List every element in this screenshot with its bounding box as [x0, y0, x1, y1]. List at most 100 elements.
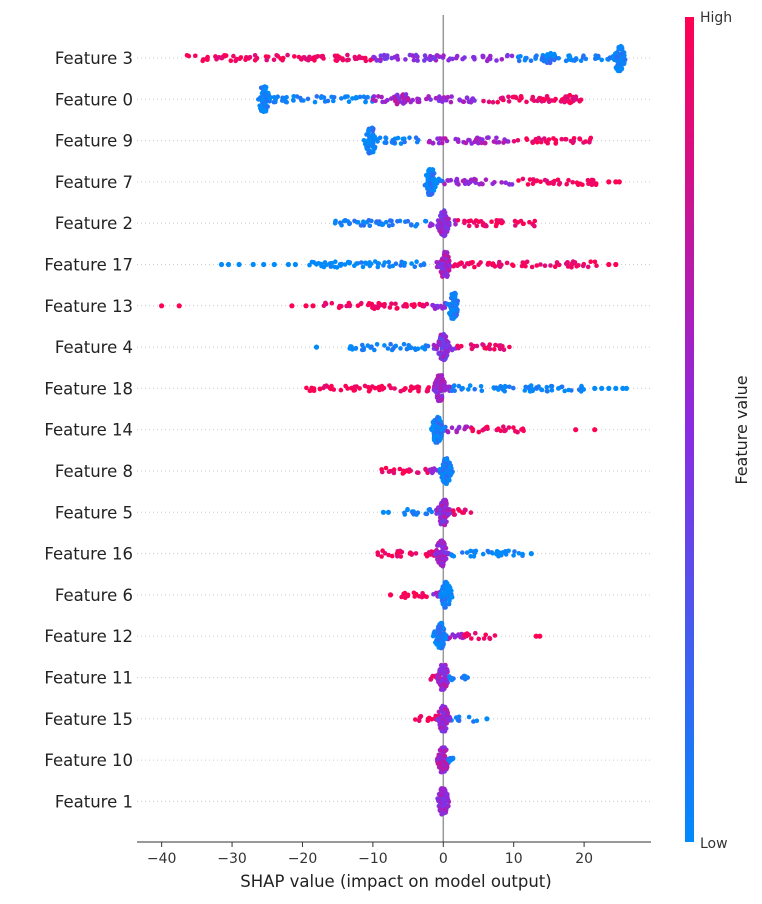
point	[592, 259, 598, 265]
point	[416, 97, 422, 102]
point	[416, 718, 422, 724]
feature-label-feature-12: Feature 12	[44, 627, 133, 646]
point	[267, 96, 273, 101]
series-feature-3	[184, 43, 628, 74]
point	[449, 292, 455, 297]
point	[443, 683, 449, 689]
point	[438, 303, 444, 309]
point	[468, 554, 474, 559]
point	[430, 172, 436, 178]
point	[395, 92, 400, 98]
point	[389, 301, 394, 307]
feature-label-feature-15: Feature 15	[44, 710, 133, 729]
point	[289, 303, 295, 309]
point	[499, 180, 504, 185]
point	[460, 178, 466, 184]
point	[385, 346, 391, 351]
point	[621, 61, 627, 66]
point	[569, 265, 574, 270]
point	[471, 55, 477, 60]
point	[548, 50, 553, 56]
point	[159, 303, 165, 309]
point	[499, 220, 505, 226]
point	[587, 140, 592, 145]
point	[467, 138, 472, 143]
point	[390, 346, 396, 352]
point	[435, 761, 441, 766]
point	[367, 223, 373, 229]
point	[415, 346, 421, 352]
point	[448, 99, 454, 105]
point	[345, 259, 351, 265]
series-feature-1	[435, 786, 452, 817]
x-axis: −40 −30 −20 −10 0 10 20	[137, 841, 651, 867]
feature-label-feature-10: Feature 10	[44, 751, 133, 770]
point	[613, 385, 619, 391]
point	[440, 669, 446, 675]
point	[455, 218, 461, 223]
point	[420, 591, 425, 596]
point	[501, 347, 507, 353]
point	[444, 679, 450, 685]
point	[410, 97, 416, 103]
point	[520, 426, 526, 432]
point	[441, 212, 446, 218]
point	[379, 467, 384, 472]
point	[452, 634, 458, 640]
point	[449, 425, 455, 431]
point	[317, 386, 323, 392]
point	[456, 345, 461, 351]
point	[365, 144, 370, 149]
point	[370, 97, 376, 102]
point	[441, 799, 446, 805]
point	[435, 224, 441, 229]
point	[386, 223, 392, 229]
point	[441, 514, 447, 519]
point	[386, 552, 391, 558]
point	[507, 182, 512, 187]
point	[464, 633, 469, 639]
point	[580, 55, 586, 60]
point	[512, 549, 517, 554]
point	[262, 108, 268, 113]
point	[429, 509, 435, 515]
point	[447, 310, 452, 316]
point	[380, 222, 386, 227]
point	[506, 425, 512, 430]
point	[511, 139, 517, 144]
point	[441, 711, 446, 716]
point	[474, 718, 480, 724]
point	[238, 55, 244, 60]
point	[383, 465, 389, 471]
point	[441, 269, 447, 275]
colorbar-title: Feature value	[732, 375, 751, 484]
point	[460, 385, 466, 391]
point	[361, 138, 367, 143]
point	[462, 220, 467, 226]
point	[176, 303, 182, 309]
point	[422, 53, 428, 58]
point	[383, 219, 389, 225]
point	[534, 263, 540, 268]
point	[388, 385, 394, 391]
point	[442, 748, 448, 754]
point	[503, 180, 509, 185]
point	[354, 95, 360, 101]
feature-label-feature-3: Feature 3	[55, 49, 133, 68]
point	[577, 137, 583, 142]
point	[466, 223, 472, 229]
point	[429, 427, 434, 433]
point	[444, 342, 450, 348]
point	[441, 642, 446, 648]
point	[444, 250, 450, 256]
point	[403, 386, 408, 391]
point	[576, 263, 581, 268]
point	[442, 229, 448, 235]
point	[447, 717, 452, 722]
x-tick-label: −20	[288, 851, 318, 867]
point	[322, 260, 328, 265]
point	[594, 263, 599, 269]
point	[479, 388, 485, 394]
point	[439, 539, 445, 544]
point	[382, 304, 387, 309]
